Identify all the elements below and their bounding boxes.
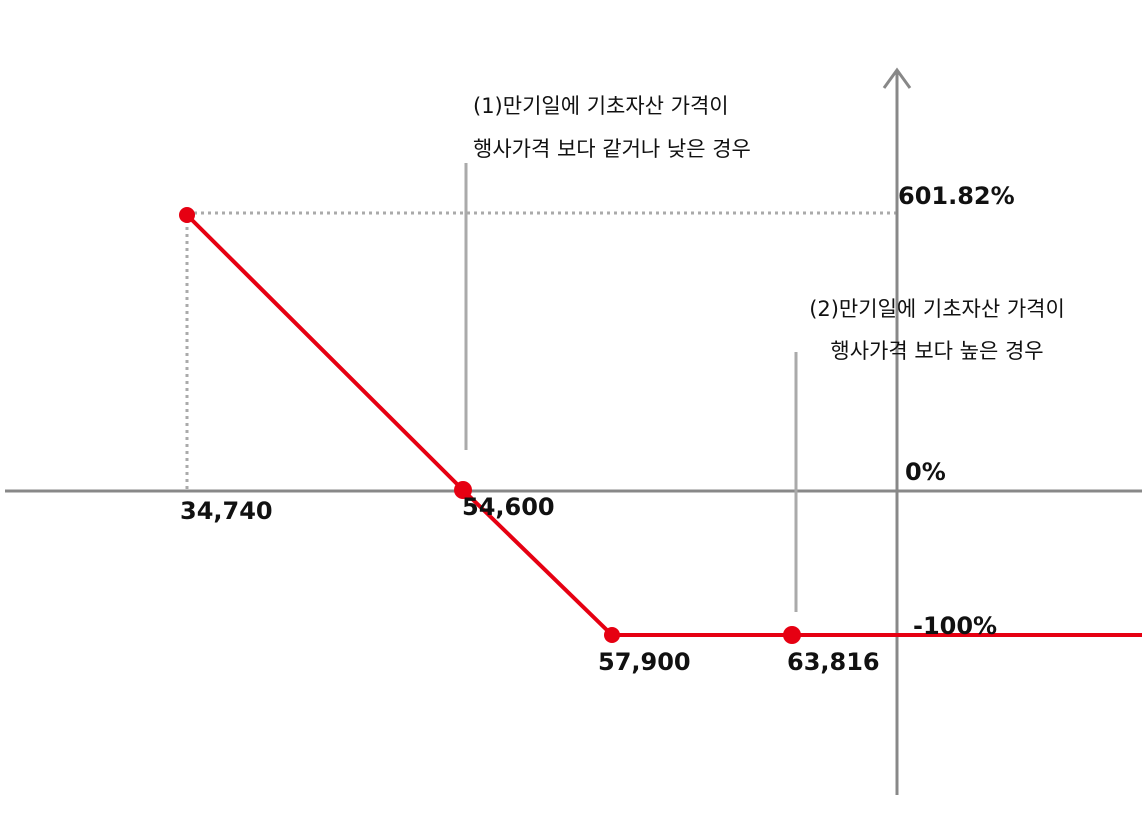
point [783,626,801,644]
payoff-line [185,213,1142,637]
annotation-text: 행사가격 보다 높은 경우 [830,339,1043,363]
point [454,481,472,499]
x-label: 63,816 [787,648,880,676]
y-label: 601.82% [898,182,1015,210]
annotation-text: 행사가격 보다 같거나 낮은 경우 [473,137,751,161]
point [179,207,195,223]
axis-arrow [882,67,912,89]
annotation-text: (2)만기일에 기초자산 가격이 [809,297,1065,321]
point [604,627,620,643]
y-label: 0% [905,458,946,486]
x-label: 54,600 [462,493,555,521]
annotation-text: (1)만기일에 기초자산 가격이 [473,94,729,118]
x-label: 57,900 [598,648,691,676]
y-label: -100% [913,612,997,640]
x-label: 34,740 [180,497,273,525]
